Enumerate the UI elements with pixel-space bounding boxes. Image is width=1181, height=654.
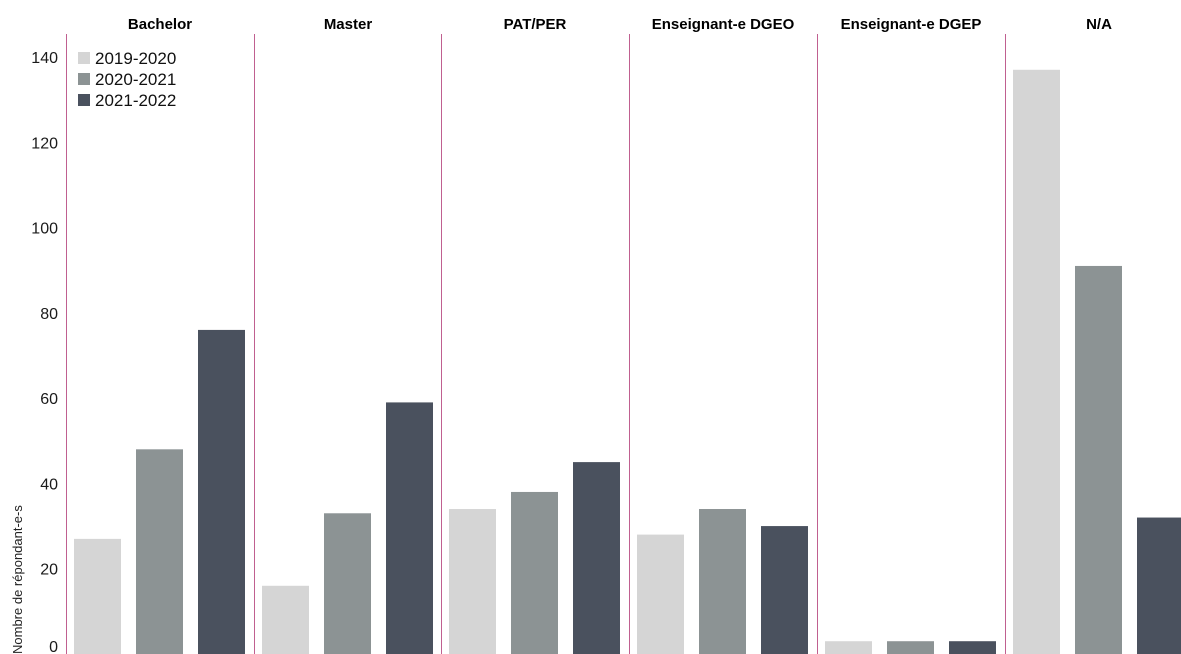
- bar: [74, 538, 121, 654]
- legend-label: 2021-2022: [95, 91, 176, 110]
- bar: [1013, 69, 1060, 654]
- bar: [573, 462, 620, 654]
- bar: [637, 534, 684, 654]
- y-tick-label: 120: [31, 135, 58, 152]
- y-axis-label: Nombre de répondant-e-s: [10, 505, 25, 654]
- legend-label: 2020-2021: [95, 70, 176, 89]
- y-tick-label: 20: [40, 562, 58, 579]
- bar: [1075, 265, 1122, 654]
- facet-label: N/A: [1086, 16, 1112, 33]
- bar: [511, 491, 558, 654]
- facet-separators: [66, 34, 1006, 654]
- bar: [949, 641, 996, 654]
- facet-label: Enseignant-e DGEP: [841, 16, 982, 33]
- bar: [825, 641, 872, 654]
- legend-swatch: [78, 94, 90, 106]
- y-tick-label: 40: [40, 476, 58, 493]
- legend-label: 2019-2020: [95, 49, 176, 68]
- legend-swatch: [78, 73, 90, 85]
- bar: [699, 509, 746, 654]
- y-tick-label: 100: [31, 221, 58, 238]
- facet-label: Master: [324, 16, 373, 33]
- facet-label: Enseignant-e DGEO: [652, 16, 795, 33]
- bar: [136, 449, 183, 654]
- y-axis: 0 20 40 60 80 100 120 140: [31, 50, 58, 654]
- bar: [1137, 517, 1181, 654]
- y-tick-label: 60: [40, 391, 58, 408]
- legend-swatch: [78, 52, 90, 64]
- facet-labels: Bachelor Master PAT/PER Enseignant-e DGEO En…: [128, 16, 1112, 33]
- facet-label: Bachelor: [128, 16, 192, 33]
- bar: [262, 585, 309, 654]
- y-tick-label: 0: [49, 639, 58, 654]
- facet-label: PAT/PER: [504, 16, 567, 33]
- bar: [198, 329, 245, 654]
- bar: [386, 402, 433, 654]
- bar: [449, 509, 496, 654]
- bar: [324, 513, 371, 654]
- legend: 2019-2020 2020-2021 2021-2022: [78, 49, 176, 110]
- bar: [887, 641, 934, 654]
- bar: [761, 526, 808, 654]
- y-tick-label: 80: [40, 306, 58, 323]
- bars: [74, 69, 1181, 654]
- y-tick-label: 140: [31, 50, 58, 67]
